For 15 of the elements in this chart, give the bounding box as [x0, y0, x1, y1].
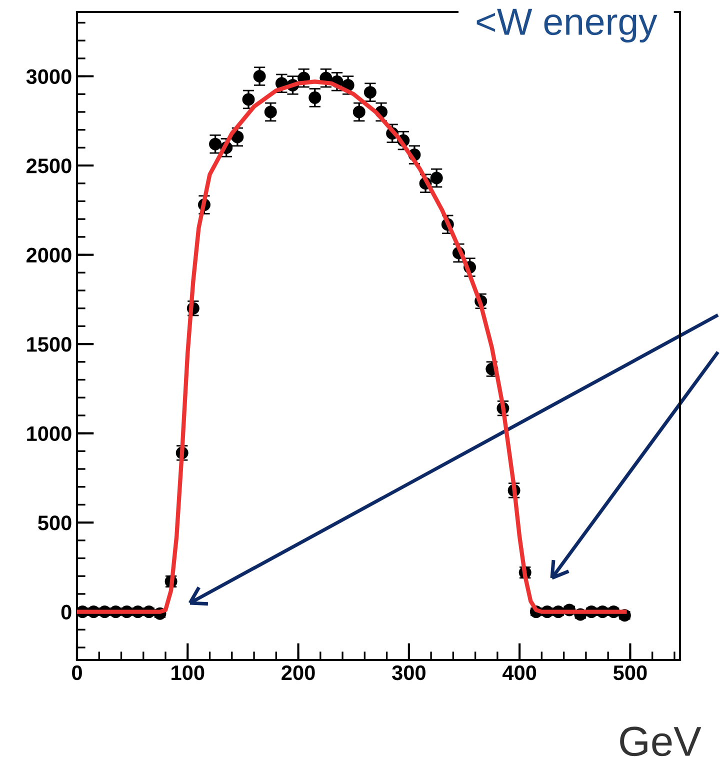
y-tick-label: 3000	[26, 69, 72, 84]
x-tick-label: 100	[172, 665, 204, 680]
x-tick-label: 500	[613, 665, 647, 680]
y-tick-label: 2500	[26, 158, 72, 174]
y-tick-label: 500	[38, 516, 72, 530]
x-tick-label: 0	[72, 665, 82, 680]
y-tick-label: 1500	[27, 337, 72, 352]
y-tick-label: 1000	[27, 426, 72, 442]
y-tick-label: 0	[61, 604, 72, 620]
x-tick-label: 400	[502, 665, 536, 680]
x-tick-label: 200	[282, 665, 315, 680]
x-axis-title: GeV	[620, 726, 702, 756]
x-tick-label: 300	[392, 665, 426, 680]
chart-title: <W energy	[476, 8, 658, 42]
y-tick-label: 2000	[26, 248, 72, 263]
